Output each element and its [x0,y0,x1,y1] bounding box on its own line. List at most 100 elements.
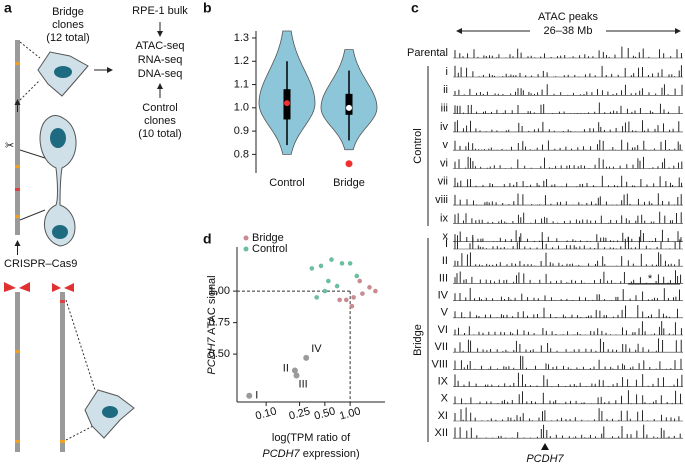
track-label: v [443,139,449,151]
track-peaks [454,252,680,267]
track-label: x [443,231,449,243]
track-label: vii [438,176,448,188]
point [360,291,365,296]
annotated-point [246,392,253,399]
x-tick-label: 0.50 [313,405,337,422]
annotation-star: * [648,273,653,285]
group-label: Bridge [412,324,424,356]
gene-marker [541,443,549,450]
point [309,266,315,271]
x-axis-title: PCDH7 expression) [262,448,359,460]
track-peaks [454,84,683,96]
point-label: II [283,362,289,374]
point [357,278,363,284]
y-axis-title: PCDH7 ATAC signal [206,275,218,374]
point-label: I [255,390,258,402]
track-peaks [454,407,680,421]
track-peaks [454,229,682,242]
track-peaks [454,65,682,77]
x-axis-title: log(TPM ratio of [272,432,351,444]
track-peaks [454,372,683,387]
track-label: I [445,238,448,250]
track-peaks [454,390,681,404]
annotated-point [293,372,300,379]
track-label: IV [438,290,449,302]
track-label: XII [435,427,448,439]
track-peaks [454,193,682,206]
track-peaks [454,321,682,335]
point [351,295,356,300]
track-label: ix [440,212,448,224]
x-tick-label: Bridge [333,177,365,189]
point [367,285,372,290]
point-label: IV [311,343,322,355]
label: CRISPR–Cas9 [4,258,77,270]
track-label: VIII [431,358,448,370]
point [354,273,360,279]
median-dot [284,100,290,107]
track-peaks [454,270,682,284]
y-tick-label: 1.3 [234,32,249,44]
track-peaks [454,355,682,370]
point [322,288,328,294]
label: (12 total) [46,32,89,44]
track-peaks [454,424,681,439]
track-peaks [454,235,681,249]
track-peaks [454,102,680,114]
axis-title-text: expression) [300,448,360,460]
axis-title-text: ATAC signal [206,275,218,337]
schematic: ✂ [4,22,163,452]
track-label: XI [438,410,448,422]
y-tick-label: 1.00 [209,285,230,297]
track-label: vi [440,157,448,169]
x-tick-label: 1.00 [338,405,362,422]
track-label: III [439,272,448,284]
label: RNA-seq [138,54,183,66]
track-peaks [454,156,683,169]
label: ATAC-seq [135,40,184,52]
track-peaks [454,139,681,151]
point [318,263,324,269]
legend-marker [243,246,249,252]
y-tick-label: 1.1 [234,78,249,90]
annotated-point [291,367,298,374]
track-peaks [454,287,680,301]
point [343,297,349,303]
label: Bridge [52,6,84,18]
chromosome [15,40,20,235]
track-label: i [446,66,448,78]
track-label: V [441,307,449,319]
track-label: Parental [407,47,448,59]
point [326,278,331,284]
panel-label: c [411,0,419,16]
legend-marker [243,235,249,241]
y-tick-label: 0.50 [209,348,230,360]
y-tick-label: 0.75 [209,317,230,329]
track-label: viii [435,194,448,206]
point [349,303,355,309]
track-peaks [454,338,682,353]
point [334,283,340,289]
track-label: II [442,255,448,267]
track-label: ii [443,84,448,96]
track-peaks [454,120,680,132]
panel-label: d [203,231,212,247]
panel-label: b [203,0,212,16]
label: clones [52,19,84,31]
box [345,93,353,115]
outlier [345,160,353,168]
track-label: IX [438,376,449,388]
y-tick-label: 0.8 [234,148,249,160]
point [337,297,342,303]
track-peaks [454,305,678,318]
y-tick-label: 1.0 [234,102,249,114]
track-peaks [454,211,682,224]
gene-label: PCDH7 [526,453,564,465]
point-label: III [299,378,308,390]
label: Control [142,102,177,114]
point [339,261,345,266]
label: clones [144,115,176,127]
track-label: X [441,393,449,405]
panel-label: a [4,0,12,16]
